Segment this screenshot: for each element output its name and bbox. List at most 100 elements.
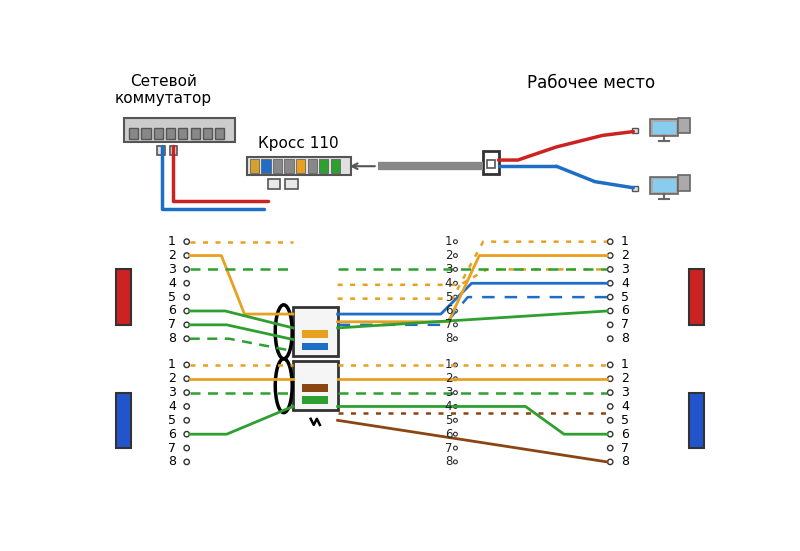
Text: 6: 6 (445, 305, 452, 317)
Circle shape (184, 418, 190, 423)
Text: 5: 5 (621, 414, 629, 427)
Text: 2: 2 (168, 249, 176, 262)
Circle shape (607, 459, 613, 464)
Circle shape (454, 432, 458, 436)
Text: 6: 6 (168, 428, 176, 441)
Text: 3: 3 (445, 263, 452, 276)
Circle shape (607, 445, 613, 451)
Text: 6: 6 (168, 305, 176, 317)
Bar (293, 307, 338, 356)
Text: 4: 4 (445, 400, 452, 413)
Bar (296, 159, 306, 173)
Bar (632, 186, 638, 191)
Circle shape (607, 267, 613, 272)
Bar (170, 146, 178, 155)
Circle shape (607, 239, 613, 245)
Text: 1: 1 (168, 358, 176, 371)
Circle shape (184, 253, 190, 258)
Bar (154, 128, 163, 138)
Bar (483, 151, 498, 174)
Text: 8: 8 (168, 332, 176, 345)
Bar (302, 384, 328, 392)
Bar (689, 269, 704, 325)
Text: 5: 5 (445, 414, 452, 427)
Text: 7: 7 (445, 318, 452, 331)
Bar (142, 128, 150, 138)
Text: Кросс 110: Кросс 110 (258, 136, 338, 151)
Bar (689, 393, 704, 448)
Bar (302, 343, 328, 350)
Text: 6: 6 (621, 428, 629, 441)
Text: 7: 7 (621, 441, 629, 455)
Circle shape (184, 390, 190, 395)
Circle shape (607, 280, 613, 286)
Circle shape (454, 391, 458, 395)
Bar (286, 179, 298, 190)
Bar (487, 160, 494, 168)
Text: 8: 8 (168, 455, 176, 468)
Circle shape (607, 431, 613, 437)
Bar (129, 128, 138, 138)
Circle shape (454, 282, 458, 285)
Circle shape (184, 431, 190, 437)
Circle shape (607, 390, 613, 395)
Bar (178, 128, 187, 138)
Circle shape (454, 363, 458, 367)
Text: 2: 2 (445, 249, 452, 262)
Bar (302, 397, 328, 404)
Circle shape (454, 418, 458, 422)
Bar (302, 330, 328, 338)
Circle shape (607, 376, 613, 381)
Circle shape (454, 404, 458, 408)
Circle shape (607, 294, 613, 300)
Bar (653, 122, 676, 134)
Text: 5: 5 (168, 414, 176, 427)
Circle shape (184, 445, 190, 451)
Circle shape (607, 362, 613, 368)
Text: 4: 4 (168, 400, 176, 413)
Bar (262, 159, 270, 173)
Text: 7: 7 (168, 318, 176, 331)
Circle shape (607, 322, 613, 327)
Text: 2: 2 (168, 372, 176, 385)
Circle shape (454, 323, 458, 327)
Circle shape (454, 337, 458, 341)
Circle shape (184, 294, 190, 300)
Text: 3: 3 (445, 386, 452, 399)
Bar (246, 157, 350, 175)
Circle shape (184, 376, 190, 381)
Text: 4: 4 (621, 400, 629, 413)
Circle shape (184, 322, 190, 327)
Bar (678, 118, 690, 133)
Circle shape (607, 253, 613, 258)
Text: 1: 1 (168, 235, 176, 248)
Circle shape (184, 404, 190, 409)
Circle shape (607, 309, 613, 314)
Circle shape (454, 377, 458, 381)
Circle shape (184, 309, 190, 314)
Bar (632, 128, 638, 133)
Text: 8: 8 (445, 455, 452, 468)
Text: 4: 4 (445, 277, 452, 290)
Bar (678, 175, 690, 191)
Text: 8: 8 (621, 332, 629, 345)
Bar (116, 269, 131, 325)
Bar (215, 128, 225, 138)
Text: 2: 2 (621, 372, 629, 385)
Circle shape (454, 309, 458, 313)
Text: 3: 3 (168, 386, 176, 399)
Bar (116, 393, 131, 448)
Bar (250, 159, 259, 173)
Bar (650, 119, 678, 136)
Text: 3: 3 (168, 263, 176, 276)
Bar (285, 159, 294, 173)
Text: 1: 1 (621, 358, 629, 371)
Bar (319, 159, 328, 173)
Text: 5: 5 (445, 290, 452, 304)
Circle shape (607, 404, 613, 409)
Text: 6: 6 (445, 428, 452, 441)
Circle shape (607, 418, 613, 423)
Bar (650, 177, 678, 194)
Text: 2: 2 (621, 249, 629, 262)
Bar (158, 146, 165, 155)
